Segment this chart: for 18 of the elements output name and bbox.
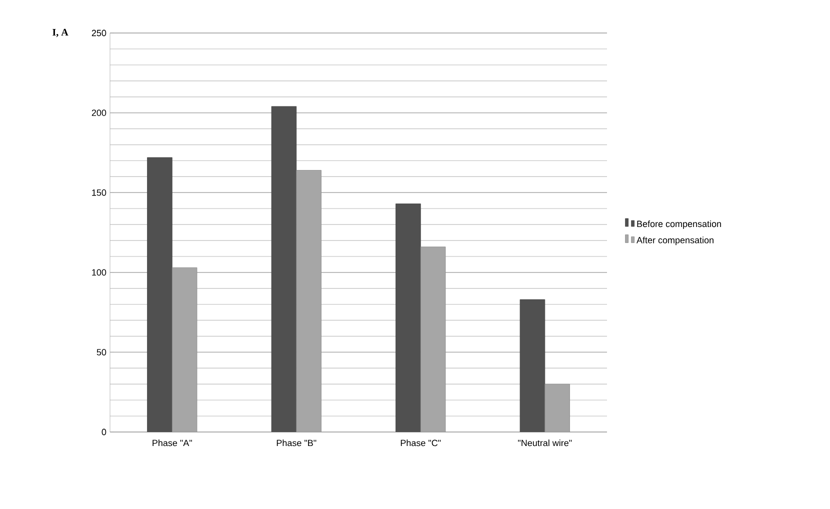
x-tick-label: "Neutral wire" <box>518 440 572 446</box>
y-tick-label: 100 <box>92 269 106 276</box>
bar <box>271 106 297 432</box>
bar <box>520 299 546 432</box>
legend-label: Before compensation <box>637 220 721 229</box>
x-tick-label: Phase "B" <box>276 440 316 446</box>
y-tick-label: 250 <box>92 30 106 36</box>
y-tick-label: 50 <box>96 349 106 356</box>
y-tick-label: 200 <box>92 110 106 116</box>
bar <box>396 204 421 432</box>
y-axis-title: I, A <box>52 28 68 38</box>
bar <box>544 384 570 432</box>
y-tick-label: 0 <box>102 428 106 436</box>
y-tick-label: 150 <box>92 189 106 196</box>
x-tick-label: Phase "C" <box>400 440 441 446</box>
x-tick-label: Phase "A" <box>152 440 192 446</box>
bar <box>147 157 172 432</box>
legend-label: After compensation <box>636 236 714 246</box>
